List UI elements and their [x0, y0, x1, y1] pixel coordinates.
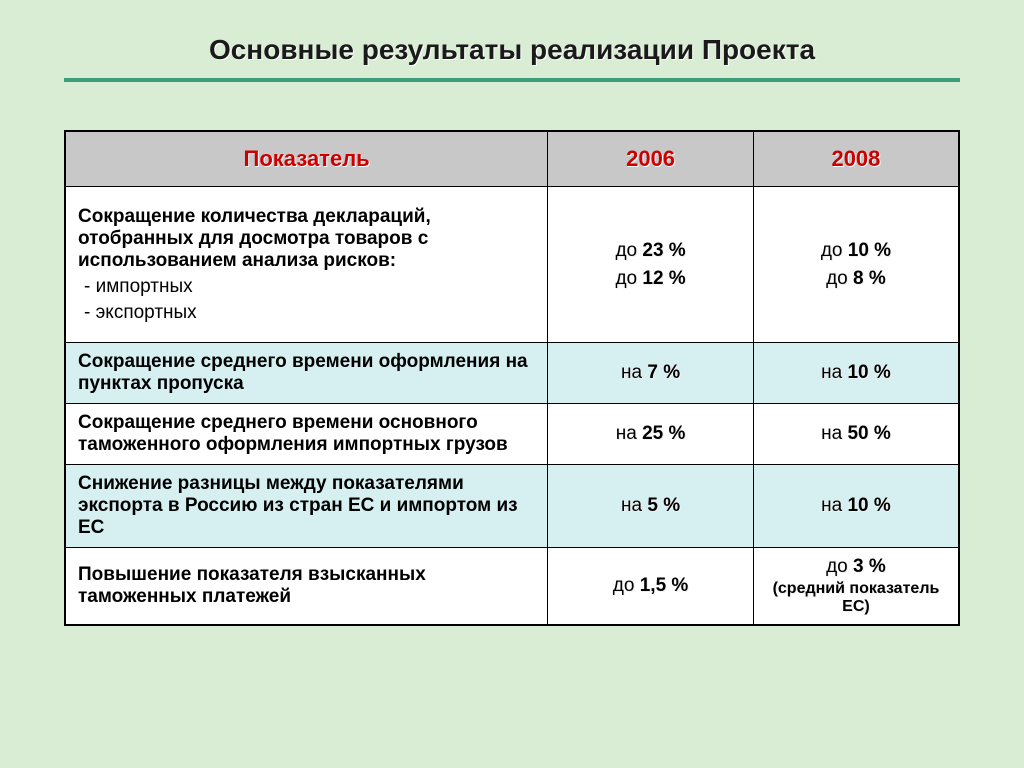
- slide-title: Основные результаты реализации Проекта: [64, 34, 960, 66]
- indicator-lead: Снижение разницы между показателями эксп…: [78, 473, 518, 538]
- table-row: Снижение разницы между показателями эксп…: [65, 465, 959, 548]
- value-prefix: до: [613, 575, 640, 596]
- cell-2008: до 3 % (средний показатель ЕС): [753, 548, 959, 626]
- table-header-row: Показатель 2006 2008: [65, 131, 959, 187]
- indicator-lead: Сокращение количества деклараций, отобра…: [78, 206, 431, 271]
- cell-2006: на 5 %: [548, 465, 754, 548]
- value-prefix: на: [621, 362, 647, 383]
- value-number: 12 %: [642, 268, 685, 289]
- cell-indicator: Повышение показателя взысканных таможенн…: [65, 548, 548, 626]
- indicator-lead: Сокращение среднего времени оформления н…: [78, 351, 528, 394]
- cell-2008: до 10 % до 8 %: [753, 187, 959, 343]
- cell-indicator: Сокращение среднего времени основного та…: [65, 404, 548, 465]
- results-table: Показатель 2006 2008 Сокращение количест…: [64, 130, 960, 626]
- indicator-lead: Повышение показателя взысканных таможенн…: [78, 564, 426, 607]
- slide: Основные результаты реализации Проекта П…: [0, 0, 1024, 768]
- col-header-2006: 2006: [548, 131, 754, 187]
- value-number: 10 %: [847, 362, 890, 383]
- value-prefix: до: [826, 268, 853, 289]
- cell-2006: на 25 %: [548, 404, 754, 465]
- col-header-2008: 2008: [753, 131, 959, 187]
- value-number: 10 %: [847, 495, 890, 516]
- cell-2008: на 10 %: [753, 343, 959, 404]
- col-header-indicator: Показатель: [65, 131, 548, 187]
- cell-indicator: Сокращение среднего времени оформления н…: [65, 343, 548, 404]
- value-number: 5 %: [647, 495, 680, 516]
- cell-2008: на 10 %: [753, 465, 959, 548]
- value-number: 3 %: [853, 556, 886, 577]
- table-row: Повышение показателя взысканных таможенн…: [65, 548, 959, 626]
- value-note: (средний показатель ЕС): [766, 580, 946, 616]
- value-prefix: до: [821, 240, 848, 261]
- cell-2006: на 7 %: [548, 343, 754, 404]
- value-prefix: до: [826, 556, 853, 577]
- table-row: Сокращение среднего времени основного та…: [65, 404, 959, 465]
- table-row: Сокращение количества деклараций, отобра…: [65, 187, 959, 343]
- value-number: 8 %: [853, 268, 886, 289]
- value-prefix: на: [621, 495, 647, 516]
- cell-2008: на 50 %: [753, 404, 959, 465]
- value-prefix: на: [616, 423, 642, 444]
- title-rule: [64, 78, 960, 82]
- cell-2006: до 23 % до 12 %: [548, 187, 754, 343]
- indicator-lead: Сокращение среднего времени основного та…: [78, 412, 508, 455]
- value-number: 7 %: [647, 362, 680, 383]
- cell-indicator: Сокращение количества деклараций, отобра…: [65, 187, 548, 343]
- value-prefix: до: [615, 240, 642, 261]
- value-number: 50 %: [847, 423, 890, 444]
- value-prefix: на: [821, 423, 847, 444]
- indicator-sub: - импортных: [78, 276, 535, 298]
- value-number: 10 %: [848, 240, 891, 261]
- cell-2006: до 1,5 %: [548, 548, 754, 626]
- value-prefix: на: [821, 362, 847, 383]
- value-prefix: на: [821, 495, 847, 516]
- value-prefix: до: [615, 268, 642, 289]
- table-row: Сокращение среднего времени оформления н…: [65, 343, 959, 404]
- cell-indicator: Снижение разницы между показателями эксп…: [65, 465, 548, 548]
- value-number: 23 %: [642, 240, 685, 261]
- value-number: 1,5 %: [640, 575, 689, 596]
- value-number: 25 %: [642, 423, 685, 444]
- indicator-sub: - экспортных: [78, 302, 535, 324]
